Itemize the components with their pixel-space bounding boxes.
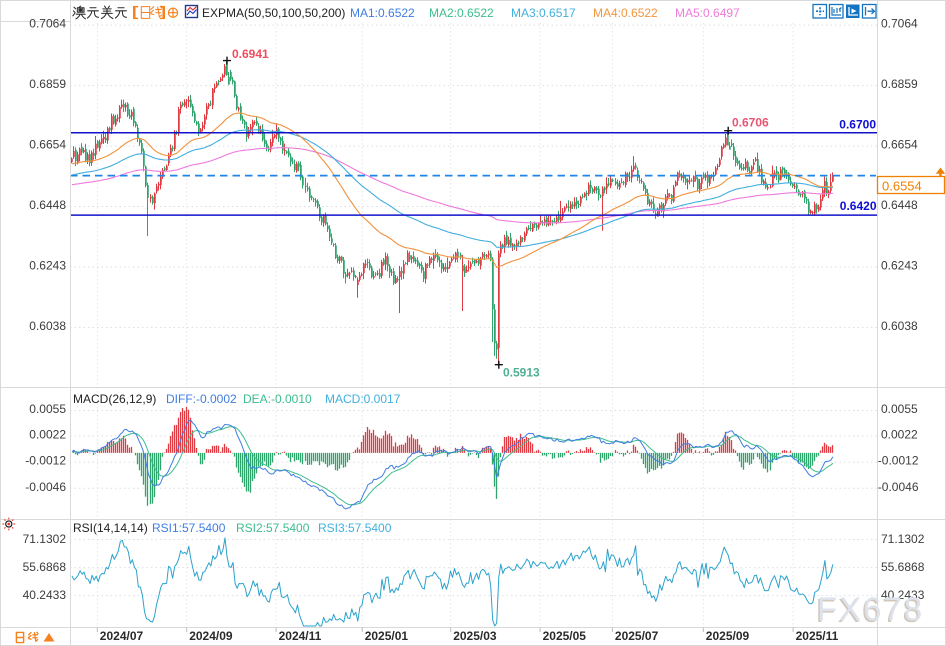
svg-text:0.0022: 0.0022 [881,427,918,441]
svg-text:MA3:0.6517: MA3:0.6517 [511,6,576,20]
svg-text:EXPMA(50,50,100,50,200): EXPMA(50,50,100,50,200) [202,6,345,20]
svg-text:-0.0012: -0.0012 [25,454,66,468]
svg-text:0.6038: 0.6038 [881,319,918,333]
svg-text:2025/03: 2025/03 [453,629,497,643]
svg-text:0.7064: 0.7064 [29,17,66,31]
svg-text:DEA:-0.0010: DEA:-0.0010 [243,392,312,406]
svg-text:MA5:0.6497: MA5:0.6497 [675,6,740,20]
svg-text:2025/05: 2025/05 [543,629,587,643]
svg-text:2025/07: 2025/07 [615,629,659,643]
svg-text:0.6859: 0.6859 [29,77,66,91]
svg-text:RSI1:57.5400: RSI1:57.5400 [152,521,226,535]
svg-text:71.1302: 71.1302 [23,532,67,546]
svg-text:0.6859: 0.6859 [881,77,918,91]
svg-text:-0.0046: -0.0046 [878,480,919,494]
svg-text:MA1:0.6522: MA1:0.6522 [350,6,415,20]
svg-text:0.6654: 0.6654 [881,138,918,152]
svg-text:0.6554: 0.6554 [882,179,922,194]
svg-text:40.2433: 40.2433 [23,588,67,602]
svg-text:55.6868: 55.6868 [881,560,925,574]
svg-text:0.6243: 0.6243 [29,259,66,273]
svg-text:2024/09: 2024/09 [189,629,233,643]
svg-text:0.6243: 0.6243 [881,259,918,273]
svg-text:0.6654: 0.6654 [29,138,66,152]
svg-text:0.6941: 0.6941 [232,47,269,61]
svg-text:0.6038: 0.6038 [29,319,66,333]
svg-text:55.6868: 55.6868 [23,560,67,574]
svg-text:0.6448: 0.6448 [29,198,66,212]
svg-text:MA2:0.6522: MA2:0.6522 [429,6,494,20]
svg-text:RSI3:57.5400: RSI3:57.5400 [318,521,392,535]
svg-text:FX678: FX678 [816,592,923,629]
svg-text:MACD:0.0017: MACD:0.0017 [325,392,401,406]
svg-text:40.2433: 40.2433 [881,588,925,602]
svg-text:0.0055: 0.0055 [29,402,66,416]
svg-text:FX678: FX678 [817,591,924,628]
svg-text:71.1302: 71.1302 [881,532,925,546]
svg-text:0.5913: 0.5913 [503,366,540,380]
svg-text:2024/11: 2024/11 [279,629,322,643]
svg-text:RSI(14,14,14): RSI(14,14,14) [73,521,148,535]
svg-text:0.0022: 0.0022 [29,427,66,441]
svg-text:2025/09: 2025/09 [706,629,750,643]
svg-text:DIFF:-0.0002: DIFF:-0.0002 [166,392,237,406]
svg-text:MACD(26,12,9): MACD(26,12,9) [73,392,156,406]
svg-text:0.6448: 0.6448 [881,198,918,212]
svg-text:-0.0046: -0.0046 [25,480,66,494]
svg-text:MA4:0.6522: MA4:0.6522 [593,6,658,20]
svg-text:0.6700: 0.6700 [839,118,876,132]
svg-text:-0.0012: -0.0012 [878,454,919,468]
svg-text:2025/01: 2025/01 [365,629,409,643]
svg-text:RSI2:57.5400: RSI2:57.5400 [236,521,310,535]
svg-text:0.6706: 0.6706 [732,116,769,130]
svg-text:2025/11: 2025/11 [796,629,839,643]
svg-text:0.0055: 0.0055 [881,402,918,416]
svg-text:0.7064: 0.7064 [881,17,918,31]
svg-text:2024/07: 2024/07 [100,629,144,643]
svg-text:0.6420: 0.6420 [840,199,877,213]
